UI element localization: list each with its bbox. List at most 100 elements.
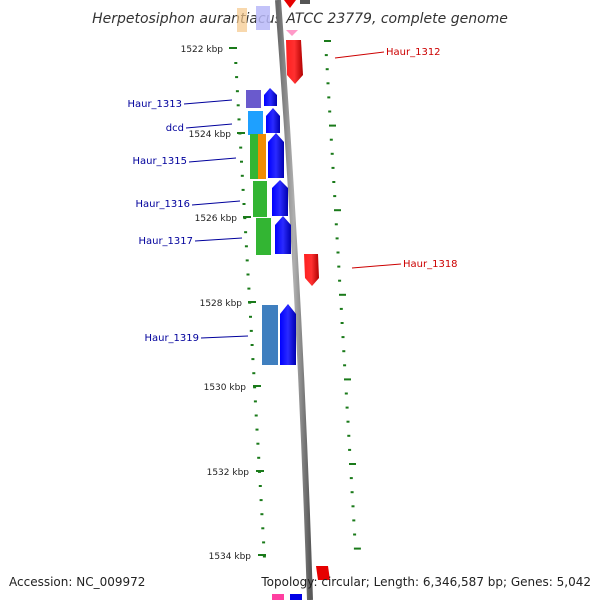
major-tick-right [334,209,341,212]
minor-tick-left [253,400,257,403]
minor-tick-left [259,499,263,502]
major-tick-right [349,463,356,465]
gene-label-dcd[interactable]: dcd [166,123,184,134]
partial-pink-gene [286,30,298,36]
minor-tick-right [341,336,345,339]
minor-tick-left [235,76,239,79]
minor-tick-left [239,146,243,149]
minor-tick-left [253,386,257,389]
cog-block-haur-1315-orange [258,134,266,179]
minor-tick-left [262,541,266,544]
gene-label-haur-1315[interactable]: Haur_1315 [132,156,187,167]
minor-tick-right [334,223,338,226]
minor-tick-right [324,54,328,57]
minus-strand-genes [286,40,319,286]
partial-dark-gene [300,0,310,4]
cog-block-haur-1315-green [250,134,259,179]
major-tick-right [339,293,346,296]
partial-blue-gene-bottom [290,594,302,600]
kbp-tick-1534 [258,554,266,556]
gene-arrow-dcd[interactable] [266,108,280,133]
kbp-tick-1530 [253,385,261,387]
cog-block-dcd [248,111,263,135]
minor-tick-right [330,152,334,155]
minor-tick-left [250,344,254,346]
cog-track [246,90,278,365]
gene-label-haur-1318[interactable]: Haur_1318 [403,259,458,270]
gene-arrow-haur-1313[interactable] [264,88,277,106]
cog-block-haur-1316 [253,181,267,217]
leader-line-haur-1319 [200,335,249,339]
gene-label-haur-1319[interactable]: Haur_1319 [144,333,199,344]
minor-tick-right [337,265,341,268]
kbp-label-1532: 1532 kbp [207,468,250,478]
partial-red-gene [284,0,296,8]
minor-tick-left [261,527,265,530]
minor-tick-right [340,322,344,324]
kbp-label-1528: 1528 kbp [200,299,243,309]
minor-tick-left [243,217,247,220]
minor-tick-right [342,350,346,353]
kbp-tick-1524 [237,132,245,134]
minor-tick-left [240,160,243,163]
gene-label-haur-1313[interactable]: Haur_1313 [127,99,182,110]
minor-tick-right [331,166,335,169]
kbp-label-1524: 1524 kbp [189,130,232,140]
kbp-scale: 1522 kbp 1524 kbp 1526 kbp 1528 kbp 1530… [181,45,266,562]
minor-tick-right [344,392,348,395]
minor-tick-right [339,307,343,310]
partial-orange-cog-block [237,8,247,32]
minor-tick-left [247,287,251,290]
kbp-label-1530: 1530 kbp [204,383,247,393]
minor-tick-right [353,533,357,536]
minor-tick-right [326,82,330,85]
minor-tick-left [236,104,240,107]
minor-tick-right [332,181,336,183]
minor-tick-right [351,505,355,508]
genome-title: Herpetosiphon aurantiacus ATCC 23779, co… [92,11,508,27]
minor-tick-left [254,414,258,417]
gene-labels: Haur_1312 Haur_1313 dcd Haur_1315 Haur_1… [127,47,457,344]
cog-block-haur-1317 [256,218,271,255]
minor-tick-right [325,68,329,71]
minor-tick-right [329,138,333,141]
major-tick-right [329,124,336,127]
minor-tick-right [336,251,340,254]
minor-tick-right [327,96,331,99]
minor-tick-left [251,358,255,361]
kbp-tick-1528 [248,301,256,303]
leader-line-haur-1316 [191,200,241,206]
minor-tick-right [338,279,342,282]
gene-label-haur-1317[interactable]: Haur_1317 [138,236,193,247]
minor-tick-left [234,62,238,64]
minor-tick-right [346,420,350,423]
plus-strand-genes [264,88,296,365]
minor-tick-left [249,315,252,318]
minor-tick-right [333,195,337,198]
gene-label-haur-1316[interactable]: Haur_1316 [135,199,190,210]
minor-tick-right [349,477,353,480]
gene-arrow-haur-1318[interactable] [304,254,319,286]
gene-arrow-haur-1315[interactable] [268,133,284,178]
leader-line-haur-1317 [194,237,243,242]
minor-tick-left [244,245,248,248]
leader-line-haur-1318 [351,263,402,269]
gene-arrow-haur-1317[interactable] [275,216,291,254]
leader-line-haur-1313 [183,99,233,105]
minor-tick-left [256,442,260,445]
minor-tick-left [255,428,259,431]
minor-tick-left [252,372,256,375]
cog-block-haur-1319 [262,305,278,365]
kbp-tick-1532 [256,470,264,472]
leader-line-haur-1312 [334,51,385,59]
minor-tick-left [244,231,248,234]
gene-arrow-haur-1316[interactable] [272,180,288,216]
minor-tick-left [249,329,253,332]
gene-label-haur-1312[interactable]: Haur_1312 [386,47,441,58]
minor-tick-left [240,174,244,177]
gene-arrow-haur-1312[interactable] [286,40,303,84]
gene-arrow-haur-1319[interactable] [280,304,296,365]
partial-top-features [237,0,310,36]
topology-text: Topology: circular; Length: 6,346,587 bp… [260,575,591,589]
